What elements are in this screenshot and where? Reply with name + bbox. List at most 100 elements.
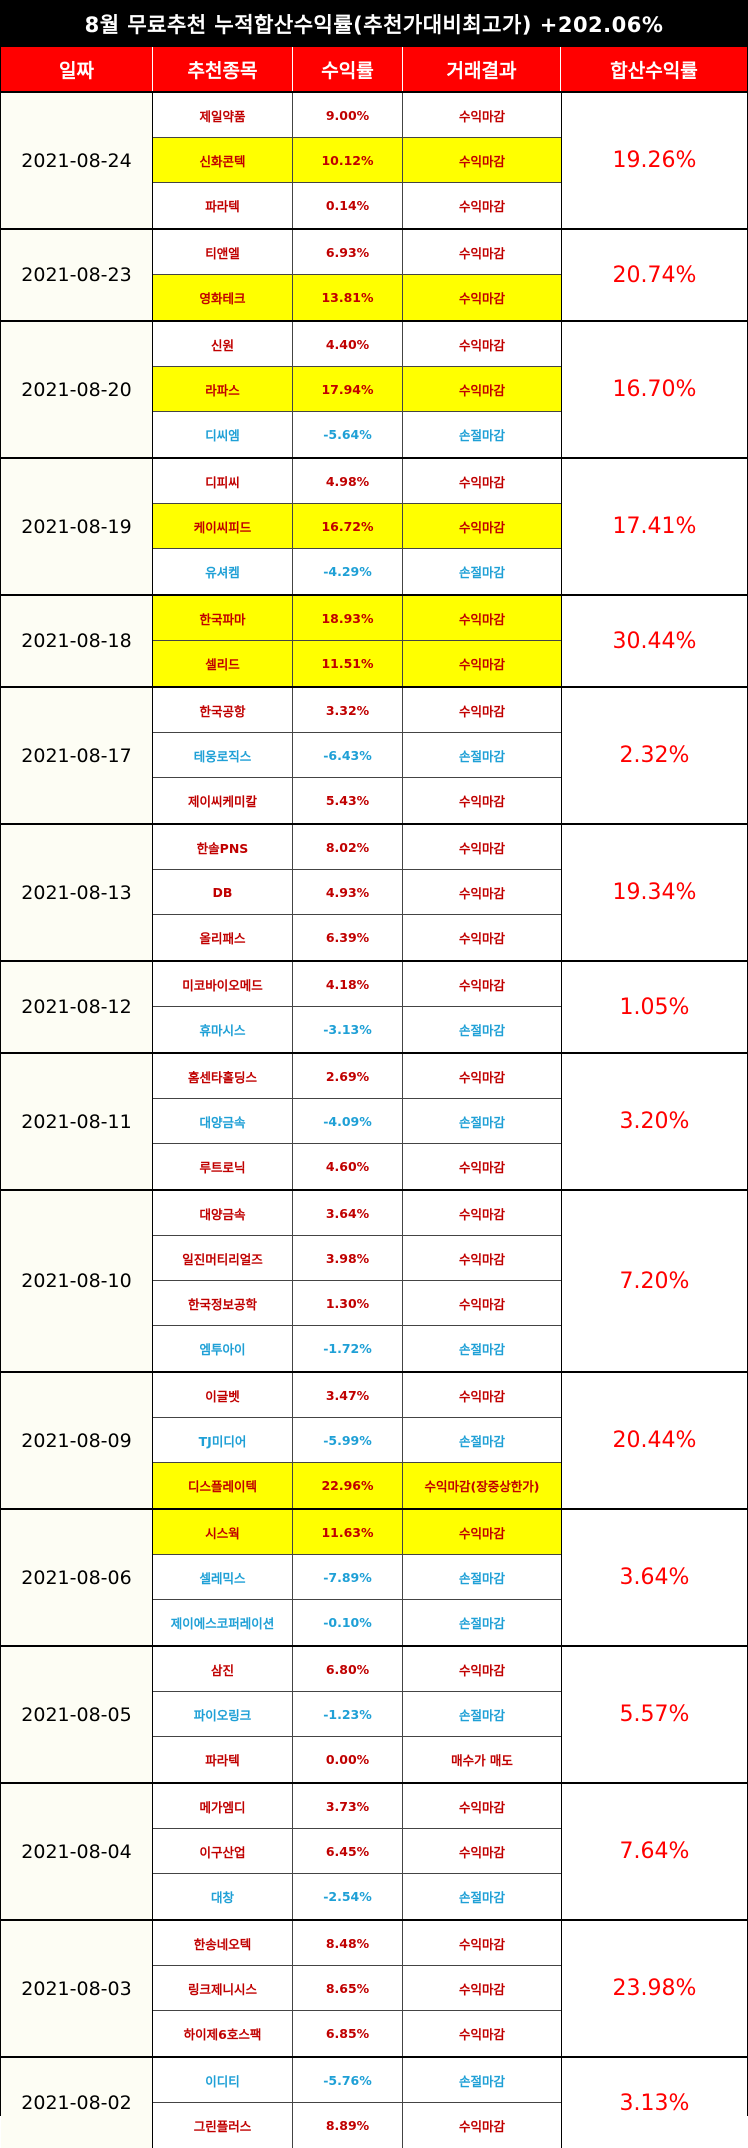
table-row: 미코바이오메드 4.18% 수익마감 — [153, 962, 561, 1007]
return-rate: 8.89% — [293, 2103, 403, 2148]
table-row: 테웅로직스 -6.43% 손절마감 — [153, 733, 561, 778]
stock-name: 메가엠디 — [153, 1784, 293, 1828]
group-total: 1.05% — [561, 962, 747, 1052]
return-rate: -1.72% — [293, 1326, 403, 1371]
table-row: 대창 -2.54% 손절마감 — [153, 1874, 561, 1919]
return-rate: 6.39% — [293, 915, 403, 960]
stock-name: 그린플러스 — [153, 2103, 293, 2148]
group-total: 20.74% — [561, 230, 747, 320]
header-row: 일짜 추천종목 수익률 거래결과 합산수익률 — [1, 47, 747, 91]
date-group: 2021-08-12 미코바이오메드 4.18% 수익마감 휴마시스 -3.13% 손절마감… — [1, 960, 747, 1052]
table-row: 루트로닉 4.60% 수익마감 — [153, 1144, 561, 1189]
trade-result: 수익마감 — [458, 474, 505, 490]
date-group: 2021-08-03 한송네오텍 8.48% 수익마감 링크제니시스 8.65% 수익마감 하… — [1, 1919, 747, 2056]
stock-name: 이글벳 — [153, 1373, 293, 1417]
return-rate: -3.13% — [293, 1007, 403, 1052]
group-total: 19.26% — [561, 93, 747, 228]
stock-name: 한솔PNS — [153, 825, 293, 869]
return-rate: 4.93% — [293, 870, 403, 914]
trade-result: 수익마감 — [458, 794, 505, 809]
table-row: 엠투아이 -1.72% 손절마감 — [153, 1326, 561, 1371]
stock-name: 이디티 — [153, 2058, 293, 2102]
trade-result: 손절마감 — [458, 748, 505, 764]
return-rate: 6.85% — [293, 2011, 403, 2056]
return-rate: 5.43% — [293, 778, 403, 823]
trade-result: 수익마감 — [458, 1844, 505, 1860]
return-rate: 4.18% — [293, 962, 403, 1006]
stock-name: 디씨엠 — [153, 412, 293, 457]
table-row: 케이씨피드 16.72% 수익마감 — [153, 504, 561, 549]
return-rate: 16.72% — [293, 504, 403, 548]
trade-result: 수익마감 — [458, 108, 505, 124]
trade-result: 수익마감(장중상한가) — [424, 1479, 540, 1494]
date-group: 2021-08-23 티앤엘 6.93% 수익마감 영화테크 13.81% 수익마감 20.7… — [1, 228, 747, 320]
trade-result: 손절마감 — [458, 1616, 505, 1631]
return-rate: -5.76% — [293, 2058, 403, 2102]
table-row: 한국정보공학 1.30% 수익마감 — [153, 1281, 561, 1326]
return-rate: 3.73% — [293, 1784, 403, 1828]
group-date: 2021-08-23 — [1, 230, 153, 320]
stock-name: 한국공항 — [153, 688, 293, 732]
table-row: 대양금속 3.64% 수익마감 — [153, 1191, 561, 1236]
date-group: 2021-08-02 이디티 -5.76% 손절마감 그린플러스 8.89% 수익마감 3.1… — [1, 2056, 747, 2148]
group-total: 2.32% — [561, 688, 747, 823]
table-row: 이글벳 3.47% 수익마감 — [153, 1373, 561, 1418]
date-group: 2021-08-11 홈센타홀딩스 2.69% 수익마감 대양금속 -4.09% 손절마감 루… — [1, 1052, 747, 1189]
return-rate: 10.12% — [293, 138, 403, 182]
table-row: 신원 4.40% 수익마감 — [153, 322, 561, 367]
table-row: 파이오링크 -1.23% 손절마감 — [153, 1692, 561, 1737]
date-group: 2021-08-09 이글벳 3.47% 수익마감 TJ미디어 -5.99% 손절마감 디스플… — [1, 1371, 747, 1508]
trade-result: 수익마감 — [458, 657, 505, 672]
return-rate: 6.45% — [293, 1829, 403, 1873]
group-date: 2021-08-05 — [1, 1647, 153, 1782]
trade-result: 손절마감 — [458, 565, 505, 580]
table-row: 신화콘텍 10.12% 수익마감 — [153, 138, 561, 183]
return-rate: 3.64% — [293, 1191, 403, 1235]
stock-name: 한국파마 — [153, 596, 293, 640]
return-rate: -2.54% — [293, 1874, 403, 1919]
stock-name: DB — [153, 870, 293, 914]
return-rate: 3.47% — [293, 1373, 403, 1417]
group-date: 2021-08-18 — [1, 596, 153, 686]
trade-result: 수익마감 — [458, 1799, 505, 1815]
return-rate: 18.93% — [293, 596, 403, 640]
table-row: 한국파마 18.93% 수익마감 — [153, 596, 561, 641]
group-total: 3.64% — [561, 1510, 747, 1645]
trade-result: 손절마감 — [458, 1707, 505, 1723]
trade-result: 수익마감 — [458, 382, 505, 398]
stock-name: 일진머티리얼즈 — [153, 1236, 293, 1280]
group-total: 19.34% — [561, 825, 747, 960]
trade-result: 수익마감 — [458, 977, 505, 993]
table-row: 일진머티리얼즈 3.98% 수익마감 — [153, 1236, 561, 1281]
stock-name: 파라텍 — [153, 183, 293, 228]
trade-result: 수익마감 — [458, 1981, 505, 1997]
group-total: 17.41% — [561, 459, 747, 594]
stock-name: 테웅로직스 — [153, 733, 293, 777]
trade-result: 수익마감 — [458, 885, 505, 901]
group-total: 20.44% — [561, 1373, 747, 1508]
stock-name: 파라텍 — [153, 1737, 293, 1782]
group-date: 2021-08-09 — [1, 1373, 153, 1508]
return-rate: 17.94% — [293, 367, 403, 411]
date-group: 2021-08-05 삼진 6.80% 수익마감 파이오링크 -1.23% 손절마감 파라텍 0… — [1, 1645, 747, 1782]
group-total: 7.64% — [561, 1784, 747, 1919]
return-rate: 9.00% — [293, 93, 403, 137]
return-rate: 0.14% — [293, 183, 403, 228]
trade-result: 수익마감 — [458, 1525, 505, 1541]
table-row: 파라텍 0.00% 매수가 매도 — [153, 1737, 561, 1782]
header-date: 일짜 — [1, 47, 153, 91]
date-group: 2021-08-13 한솔PNS 8.02% 수익마감 DB 4.93% 수익마감 올리패스 6… — [1, 823, 747, 960]
return-rate: 1.30% — [293, 1281, 403, 1325]
return-rate: 22.96% — [293, 1463, 403, 1508]
table-row: 셀리드 11.51% 수익마감 — [153, 641, 561, 686]
trade-result: 손절마감 — [458, 428, 505, 443]
group-total: 3.20% — [561, 1054, 747, 1189]
table-row: 파라텍 0.14% 수익마감 — [153, 183, 561, 228]
return-rate: 8.48% — [293, 1921, 403, 1965]
stock-name: 한송네오텍 — [153, 1921, 293, 1965]
return-rate: 4.60% — [293, 1144, 403, 1189]
group-date: 2021-08-17 — [1, 688, 153, 823]
trade-result: 손절마감 — [458, 2073, 505, 2089]
stock-name: 하이제6호스팩 — [153, 2011, 293, 2056]
header-total: 합산수익률 — [610, 59, 698, 82]
